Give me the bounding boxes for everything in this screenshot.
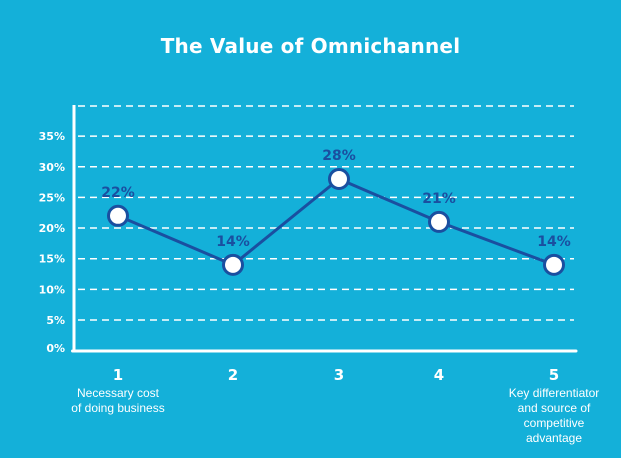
data-label: 14% — [537, 234, 571, 250]
x-category-description: of doing business — [71, 401, 164, 415]
data-point-marker[interactable] — [543, 253, 565, 276]
x-category-description: competitive — [524, 416, 585, 430]
data-label: 14% — [216, 234, 250, 250]
x-tick-label: 3 — [334, 366, 344, 384]
x-tick-label: 2 — [228, 366, 238, 384]
data-point-marker[interactable] — [222, 253, 244, 276]
y-tick-label: 20% — [39, 222, 65, 235]
y-tick-label: 25% — [39, 191, 65, 204]
y-tick-label: 5% — [46, 314, 65, 327]
y-tick-label: 10% — [39, 283, 65, 296]
x-category-description: and source of — [518, 401, 591, 415]
x-category-description: Key differentiator — [509, 386, 600, 400]
data-label: 22% — [101, 185, 135, 201]
x-tick-label: 5 — [549, 366, 559, 384]
x-tick-label: 4 — [434, 366, 444, 384]
data-label: 28% — [322, 148, 356, 164]
data-point-marker[interactable] — [328, 168, 350, 191]
x-category-description: advantage — [526, 431, 582, 445]
series-line — [117, 177, 555, 267]
data-point-marker[interactable] — [107, 204, 129, 227]
x-tick-label: 1 — [113, 366, 123, 384]
x-category-description: Necessary cost — [77, 386, 160, 400]
y-tick-label: 0% — [46, 342, 65, 355]
y-tick-label: 30% — [39, 161, 65, 174]
data-point-marker[interactable] — [428, 210, 450, 233]
y-tick-label: 35% — [39, 130, 65, 143]
chart-title: The Value of Omnichannel — [160, 34, 461, 58]
y-tick-label: 15% — [39, 253, 65, 266]
data-label: 21% — [422, 191, 456, 207]
